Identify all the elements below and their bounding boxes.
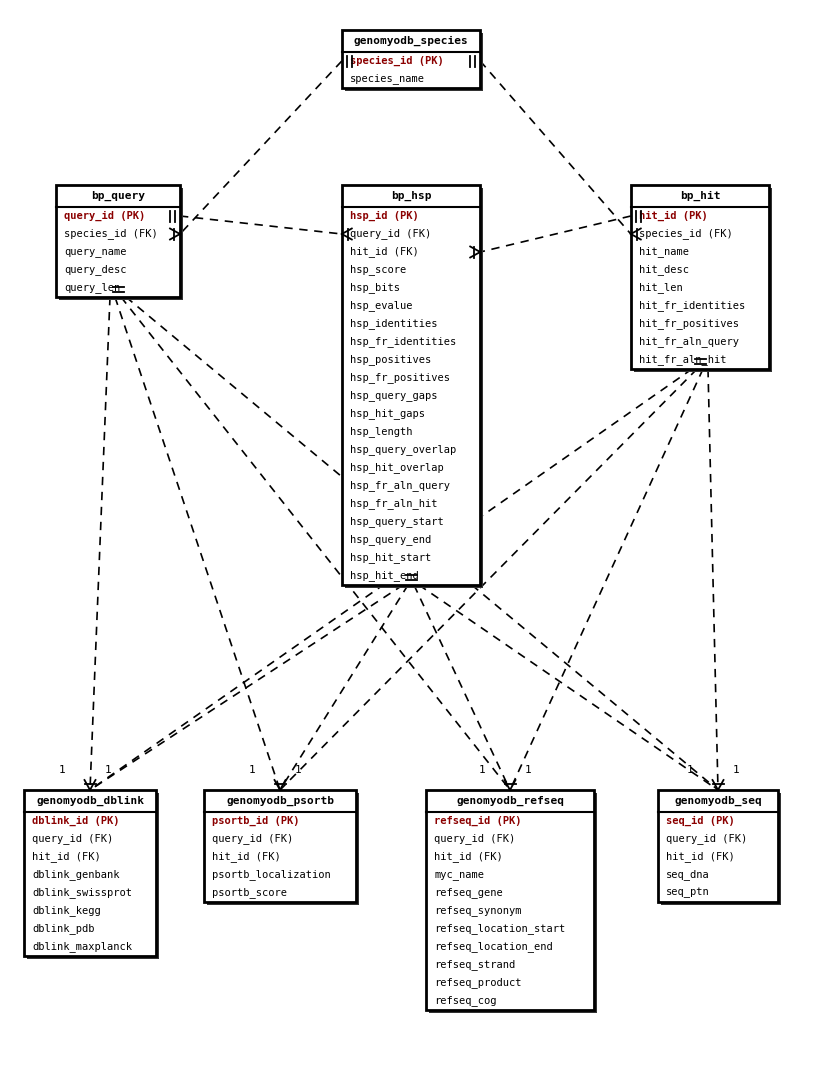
Text: refseq_location_start: refseq_location_start: [434, 923, 566, 934]
Text: genomyodb_species: genomyodb_species: [353, 36, 469, 46]
Text: dblink_swissprot: dblink_swissprot: [32, 888, 132, 899]
Text: hsp_hit_overlap: hsp_hit_overlap: [350, 462, 444, 473]
Text: hit_id (PK): hit_id (PK): [639, 211, 708, 221]
Text: species_id (PK): species_id (PK): [350, 56, 444, 66]
Text: hsp_fr_aln_query: hsp_fr_aln_query: [350, 481, 450, 491]
Text: 1: 1: [525, 765, 532, 775]
Text: hit_id (FK): hit_id (FK): [350, 246, 418, 257]
Text: query_id (PK): query_id (PK): [64, 211, 145, 221]
Text: refseq_location_end: refseq_location_end: [434, 942, 553, 953]
FancyBboxPatch shape: [344, 188, 483, 588]
Text: hit_fr_aln_hit: hit_fr_aln_hit: [639, 354, 727, 365]
Text: psortb_score: psortb_score: [211, 888, 287, 899]
Text: hsp_id (PK): hsp_id (PK): [350, 211, 418, 221]
Text: seq_id (PK): seq_id (PK): [666, 815, 735, 826]
Text: hsp_positives: hsp_positives: [350, 354, 431, 365]
Text: hit_fr_positives: hit_fr_positives: [639, 319, 739, 329]
FancyBboxPatch shape: [661, 793, 781, 905]
Text: genomyodb_dblink: genomyodb_dblink: [36, 796, 144, 806]
Text: psortb_localization: psortb_localization: [211, 869, 330, 880]
Text: hsp_fr_positives: hsp_fr_positives: [350, 373, 450, 383]
Text: query_id (FK): query_id (FK): [434, 834, 515, 845]
Text: refseq_synonym: refseq_synonym: [434, 905, 522, 917]
FancyBboxPatch shape: [206, 793, 359, 905]
FancyBboxPatch shape: [342, 185, 480, 585]
Text: dblink_kegg: dblink_kegg: [32, 905, 101, 917]
FancyBboxPatch shape: [59, 188, 183, 300]
Text: genomyodb_seq: genomyodb_seq: [674, 796, 762, 806]
Text: query_len: query_len: [64, 283, 120, 294]
Text: species_name: species_name: [350, 73, 425, 84]
Text: hit_id (FK): hit_id (FK): [434, 851, 503, 863]
Text: dblink_pdb: dblink_pdb: [32, 923, 95, 934]
Text: query_id (FK): query_id (FK): [350, 229, 431, 240]
FancyBboxPatch shape: [427, 789, 593, 1010]
Text: refseq_gene: refseq_gene: [434, 888, 503, 899]
FancyBboxPatch shape: [25, 789, 155, 956]
Text: 1: 1: [686, 765, 693, 775]
Text: hit_id (FK): hit_id (FK): [211, 851, 280, 863]
Text: hit_name: hit_name: [639, 246, 689, 257]
Text: hit_id (FK): hit_id (FK): [666, 851, 735, 863]
FancyBboxPatch shape: [342, 30, 480, 87]
Text: seq_ptn: seq_ptn: [666, 888, 709, 899]
Text: hsp_query_end: hsp_query_end: [350, 535, 431, 545]
Text: 1: 1: [733, 765, 740, 775]
Text: hsp_score: hsp_score: [350, 265, 406, 275]
Text: refseq_id (PK): refseq_id (PK): [434, 815, 522, 826]
FancyBboxPatch shape: [56, 185, 180, 297]
Text: dblink_id (PK): dblink_id (PK): [32, 815, 120, 826]
Text: 1: 1: [105, 765, 112, 775]
Text: species_id (FK): species_id (FK): [639, 229, 732, 240]
Text: hsp_hit_gaps: hsp_hit_gaps: [350, 408, 425, 419]
Text: dblink_genbank: dblink_genbank: [32, 869, 120, 880]
FancyBboxPatch shape: [27, 793, 159, 959]
Text: hsp_hit_start: hsp_hit_start: [350, 553, 431, 564]
Text: hsp_hit_end: hsp_hit_end: [350, 570, 418, 581]
Text: hsp_fr_identities: hsp_fr_identities: [350, 337, 456, 348]
Text: refseq_cog: refseq_cog: [434, 996, 497, 1007]
Text: hsp_fr_aln_hit: hsp_fr_aln_hit: [350, 499, 437, 510]
FancyBboxPatch shape: [658, 789, 778, 902]
Text: 1: 1: [295, 765, 302, 775]
Text: 1: 1: [478, 765, 485, 775]
Text: query_id (FK): query_id (FK): [32, 834, 113, 845]
Text: hsp_length: hsp_length: [350, 427, 413, 437]
Text: hit_fr_identities: hit_fr_identities: [639, 300, 745, 311]
Text: hit_fr_aln_query: hit_fr_aln_query: [639, 337, 739, 348]
Text: query_desc: query_desc: [64, 265, 127, 275]
FancyBboxPatch shape: [344, 33, 483, 91]
Text: query_name: query_name: [64, 247, 127, 257]
Text: refseq_strand: refseq_strand: [434, 959, 515, 971]
FancyBboxPatch shape: [204, 789, 357, 902]
Text: dblink_maxplanck: dblink_maxplanck: [32, 942, 132, 953]
Text: 1: 1: [58, 765, 65, 775]
Text: myc_name: myc_name: [434, 870, 484, 880]
Text: hsp_identities: hsp_identities: [350, 319, 437, 329]
Text: genomyodb_refseq: genomyodb_refseq: [456, 796, 564, 806]
Text: psortb_id (PK): psortb_id (PK): [211, 815, 299, 826]
Text: hsp_query_start: hsp_query_start: [350, 516, 444, 527]
Text: bp_hsp: bp_hsp: [390, 191, 432, 201]
Text: hsp_query_overlap: hsp_query_overlap: [350, 445, 456, 456]
Text: hit_len: hit_len: [639, 283, 682, 294]
Text: genomyodb_psortb: genomyodb_psortb: [226, 796, 334, 806]
Text: species_id (FK): species_id (FK): [64, 229, 158, 240]
Text: hit_desc: hit_desc: [639, 265, 689, 275]
Text: query_id (FK): query_id (FK): [666, 834, 747, 845]
FancyBboxPatch shape: [634, 188, 772, 372]
Text: bp_hit: bp_hit: [680, 191, 720, 201]
Text: hsp_query_gaps: hsp_query_gaps: [350, 391, 437, 402]
Text: hsp_evalue: hsp_evalue: [350, 300, 413, 311]
FancyBboxPatch shape: [630, 185, 769, 369]
Text: bp_query: bp_query: [91, 191, 145, 201]
Text: hsp_bits: hsp_bits: [350, 283, 399, 294]
Text: 1: 1: [248, 765, 255, 775]
Text: refseq_product: refseq_product: [434, 977, 522, 988]
Text: hit_id (FK): hit_id (FK): [32, 851, 101, 863]
FancyBboxPatch shape: [429, 793, 597, 1013]
Text: seq_dna: seq_dna: [666, 869, 709, 880]
Text: query_id (FK): query_id (FK): [211, 834, 293, 845]
